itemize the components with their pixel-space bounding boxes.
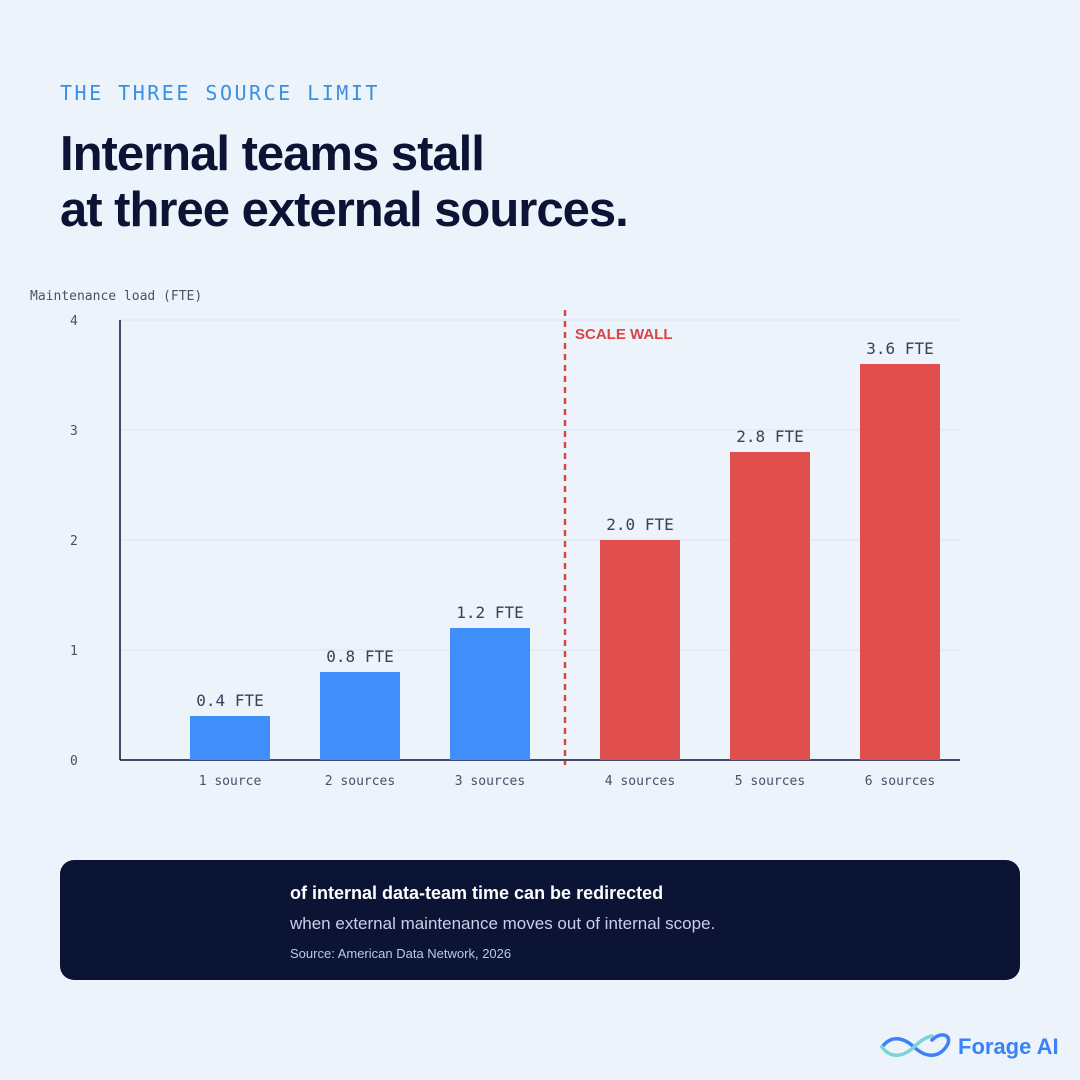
bar	[730, 452, 810, 760]
callout-source: Source: American Data Network, 2026	[290, 946, 511, 961]
bar	[860, 364, 940, 760]
value-label: 3.6 FTE	[866, 339, 933, 358]
x-tick-label: 2 sources	[325, 774, 395, 789]
y-axis-label: Maintenance load (FTE)	[30, 289, 202, 304]
y-tick-label: 4	[70, 314, 78, 329]
value-label: 0.4 FTE	[196, 691, 263, 710]
wall-annotation: SCALE WALL	[575, 326, 673, 343]
value-label: 1.2 FTE	[456, 603, 523, 622]
y-tick-label: 1	[70, 644, 78, 659]
eyebrow: THE THREE SOURCE LIMIT	[60, 81, 380, 105]
x-tick-label: 3 sources	[455, 774, 525, 789]
value-label: 2.0 FTE	[606, 515, 673, 534]
x-tick-label: 4 sources	[605, 774, 675, 789]
callout-headline: of internal data-team time can be redire…	[290, 883, 663, 903]
bar	[450, 628, 530, 760]
brand-logo	[880, 1033, 951, 1057]
value-label: 2.8 FTE	[736, 427, 803, 446]
bar	[190, 716, 270, 760]
x-tick-label: 6 sources	[865, 774, 935, 789]
callout-text: when external maintenance moves out of i…	[289, 914, 715, 933]
y-tick-label: 0	[70, 754, 78, 769]
x-tick-label: 1 source	[199, 774, 262, 789]
title-line: Internal teams stall	[60, 127, 484, 181]
brand-name: Forage AI	[958, 1034, 1059, 1059]
value-label: 0.8 FTE	[326, 647, 393, 666]
callout-box	[60, 860, 1020, 980]
bar	[320, 672, 400, 760]
chart: 0 1 2 3 4 SCALE WALL 1 source 0.4 FTE 2 sources 0…	[70, 310, 960, 789]
y-tick-label: 3	[70, 424, 78, 439]
y-tick-label: 2	[70, 534, 78, 549]
bar	[600, 540, 680, 760]
title-line: at three external sources.	[60, 183, 628, 237]
x-tick-label: 5 sources	[735, 774, 805, 789]
